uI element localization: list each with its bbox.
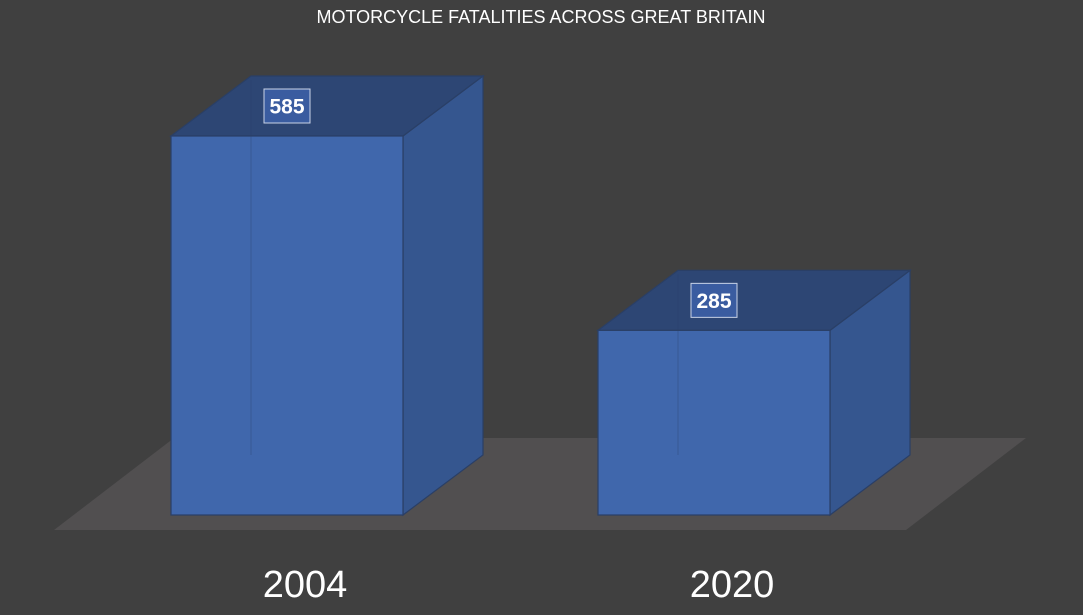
data-label-box	[690, 282, 738, 318]
data-label: 585	[269, 96, 304, 119]
bars-group: 585 2004 285 2020	[169, 74, 912, 606]
bar-side-face	[402, 74, 484, 517]
data-label-box	[263, 88, 311, 124]
data-label: 285	[696, 290, 731, 313]
category-label: 2004	[263, 564, 348, 606]
bar	[170, 135, 404, 516]
category-label: 2020	[690, 564, 775, 606]
bar	[597, 329, 831, 516]
chart-title: MOTORCYCLE FATALITIES ACROSS GREAT BRITA…	[316, 7, 765, 27]
